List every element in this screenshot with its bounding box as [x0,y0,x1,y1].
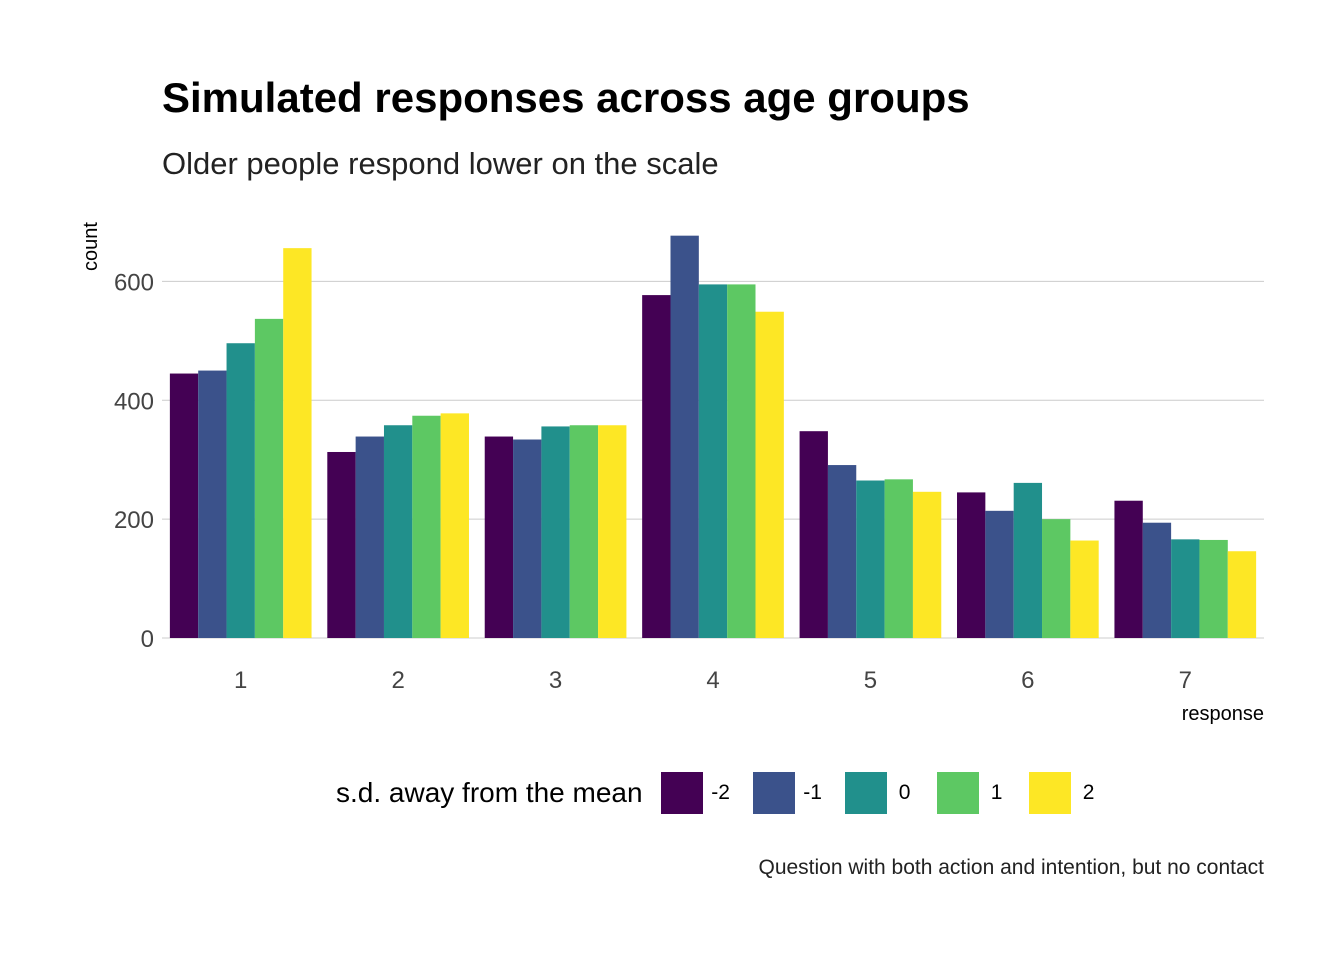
y-tick-label: 0 [141,626,154,653]
bar [198,370,227,638]
x-axis-title: response [1182,703,1264,725]
legend-label: -1 [803,781,822,804]
legend: s.d. away from the mean -2 -1 0 1 2 [336,772,1121,814]
bar [727,284,756,638]
bar [827,465,857,638]
bar [799,431,828,638]
y-axis-title: count [80,222,102,271]
bar [254,318,284,638]
legend-swatch [844,772,887,814]
bar [755,311,784,638]
chart-subtitle: Older people respond lower on the scale [162,146,719,181]
bar [985,510,1014,638]
bar [642,295,671,638]
bar [1070,540,1099,638]
x-tick-label: 1 [234,667,247,694]
legend-swatch [1028,772,1071,814]
x-tick-label: 6 [1021,667,1034,694]
tick-labels: 0 200 400 600 1 2 3 4 5 6 7 [114,269,1192,694]
bar [1199,539,1228,638]
bar [541,426,570,638]
bar [1171,539,1200,638]
bar [513,439,542,638]
bar [327,451,356,638]
y-tick-label: 400 [114,388,154,415]
bar [283,248,312,639]
legend-item: 0 [844,772,923,814]
bar [598,425,627,638]
y-tick-label: 200 [114,507,154,534]
legend-swatch [936,772,979,814]
legend-swatch [752,772,795,814]
legend-swatch [660,772,703,814]
legend-title: s.d. away from the mean [336,777,643,808]
bars [169,235,1257,639]
x-tick-label: 2 [391,667,404,694]
bar [1142,522,1172,638]
bar [1042,519,1071,638]
bar [355,436,384,638]
legend-item: -1 [752,772,831,814]
x-tick-label: 3 [549,667,562,694]
x-tick-label: 5 [864,667,877,694]
bar [226,343,255,638]
legend-item: 1 [936,772,1015,814]
bar [1013,482,1043,638]
bar [912,491,942,638]
legend-item: -2 [660,772,739,814]
bar [569,425,599,638]
bar [1227,551,1257,638]
legend-items: -2 -1 0 1 2 [660,772,1121,814]
bar [412,415,441,638]
bar [884,479,913,638]
bar [856,480,885,638]
bar [169,373,199,638]
x-tick-label: 7 [1179,667,1192,694]
chart-title: Simulated responses across age groups [162,74,970,121]
chart-caption: Question with both action and intention,… [758,856,1264,879]
bar [698,284,728,638]
bar [1114,500,1143,638]
bar [383,425,413,638]
legend-label: -2 [711,781,730,804]
bar [484,436,514,638]
legend-label: 0 [898,781,911,804]
bar [670,235,699,638]
bar [440,413,469,638]
bar [957,492,986,638]
legend-item: 2 [1028,772,1107,814]
legend-label: 1 [990,781,1003,804]
x-tick-label: 4 [706,667,719,694]
y-tick-label: 600 [114,269,154,296]
legend-label: 2 [1082,781,1095,804]
